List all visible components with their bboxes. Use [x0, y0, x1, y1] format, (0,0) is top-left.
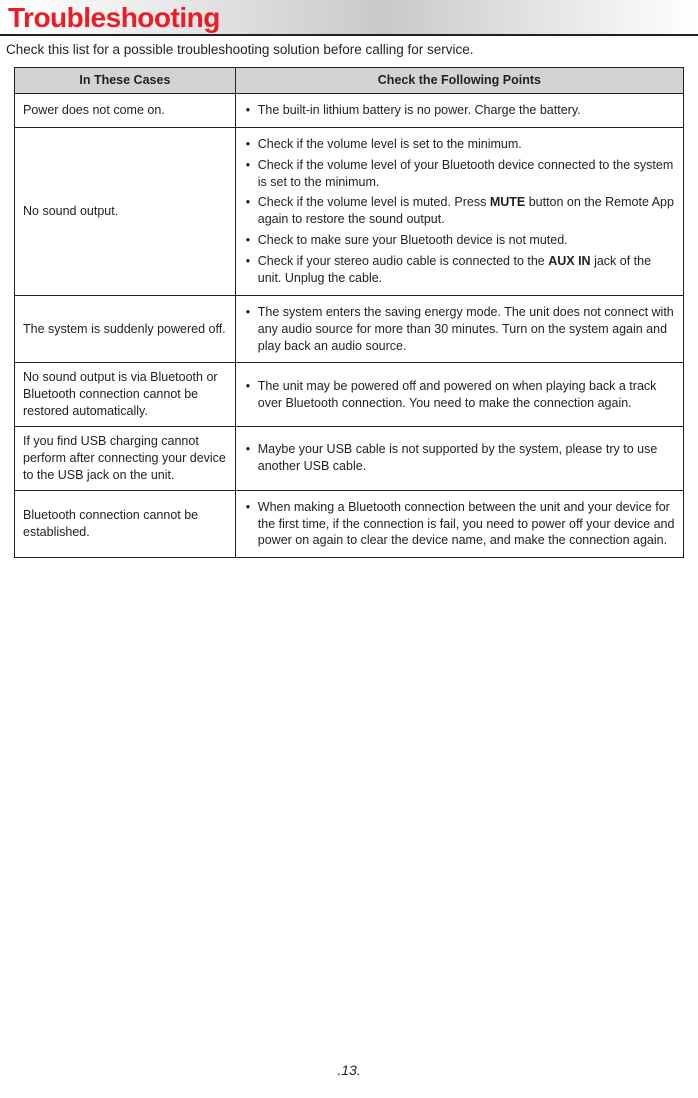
table-row: No sound output.Check if the volume leve… — [15, 127, 684, 295]
bold-text: AUX IN — [548, 254, 590, 268]
points-cell: Check if the volume level is set to the … — [235, 127, 683, 295]
points-list: The built-in lithium battery is no power… — [244, 100, 675, 121]
case-cell: No sound output is via Bluetooth or Blue… — [15, 363, 236, 427]
bold-text: MUTE — [490, 195, 525, 209]
table-row: Bluetooth connection cannot be establish… — [15, 490, 684, 558]
table-row: If you find USB charging cannot perform … — [15, 427, 684, 491]
points-list: The system enters the saving energy mode… — [244, 302, 675, 357]
points-list: When making a Bluetooth connection betwe… — [244, 497, 675, 552]
point-item: The unit may be powered off and powered … — [244, 376, 675, 414]
points-list: Check if the volume level is set to the … — [244, 134, 675, 289]
point-item: The built-in lithium battery is no power… — [244, 100, 675, 121]
point-item: Check to make sure your Bluetooth device… — [244, 230, 675, 251]
title-bar: Troubleshooting — [0, 0, 698, 36]
points-cell: The unit may be powered off and powered … — [235, 363, 683, 427]
point-item: When making a Bluetooth connection betwe… — [244, 497, 675, 552]
point-item: Check if the volume level is muted. Pres… — [244, 192, 675, 230]
point-item: Check if your stereo audio cable is conn… — [244, 251, 675, 289]
header-cases: In These Cases — [15, 68, 236, 94]
points-cell: Maybe your USB cable is not supported by… — [235, 427, 683, 491]
intro-text: Check this list for a possible troublesh… — [0, 42, 698, 67]
table-row: No sound output is via Bluetooth or Blue… — [15, 363, 684, 427]
case-cell: Bluetooth connection cannot be establish… — [15, 490, 236, 558]
table-header-row: In These Cases Check the Following Point… — [15, 68, 684, 94]
points-list: The unit may be powered off and powered … — [244, 376, 675, 414]
case-cell: The system is suddenly powered off. — [15, 295, 236, 363]
points-cell: The system enters the saving energy mode… — [235, 295, 683, 363]
point-item: Check if the volume level of your Blueto… — [244, 155, 675, 193]
point-item: Check if the volume level is set to the … — [244, 134, 675, 155]
case-cell: No sound output. — [15, 127, 236, 295]
point-item: Maybe your USB cable is not supported by… — [244, 439, 675, 477]
table-row: The system is suddenly powered off.The s… — [15, 295, 684, 363]
case-cell: Power does not come on. — [15, 93, 236, 127]
points-list: Maybe your USB cable is not supported by… — [244, 439, 675, 477]
page-number: .13. — [0, 1062, 698, 1078]
header-points: Check the Following Points — [235, 68, 683, 94]
points-cell: When making a Bluetooth connection betwe… — [235, 490, 683, 558]
points-cell: The built-in lithium battery is no power… — [235, 93, 683, 127]
table-row: Power does not come on. The built-in lith… — [15, 93, 684, 127]
page-title: Troubleshooting — [8, 2, 698, 34]
point-item: The system enters the saving energy mode… — [244, 302, 675, 357]
troubleshooting-table: In These Cases Check the Following Point… — [14, 67, 684, 558]
case-cell: If you find USB charging cannot perform … — [15, 427, 236, 491]
